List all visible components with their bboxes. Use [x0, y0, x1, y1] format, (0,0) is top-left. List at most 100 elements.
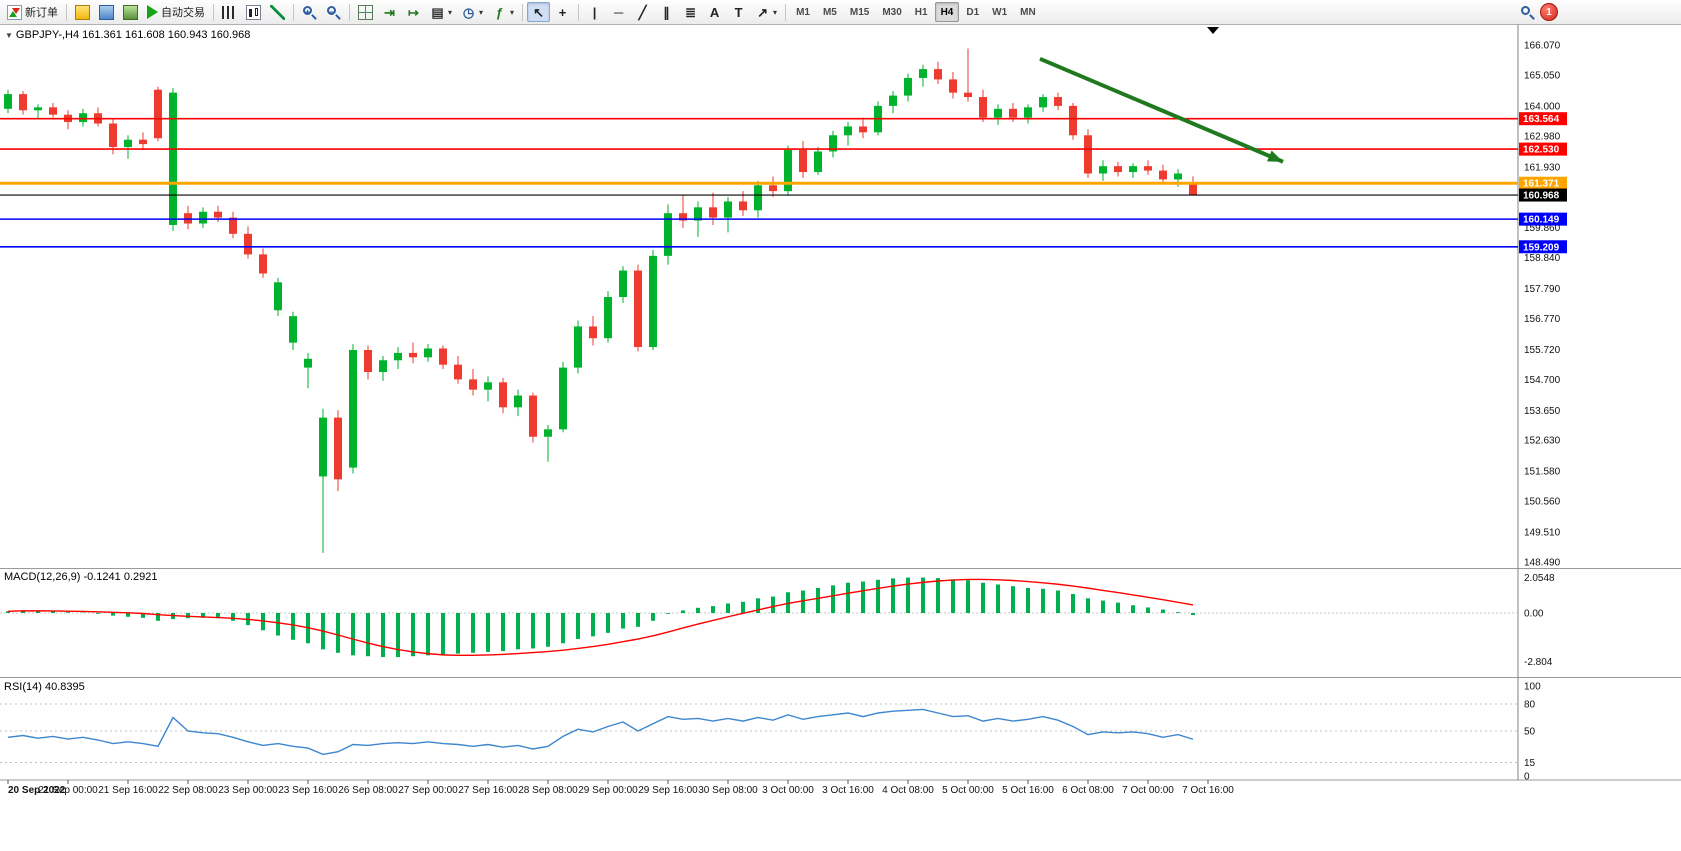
- price-tag: [1519, 240, 1567, 254]
- candle-down: [1114, 166, 1122, 173]
- arrows-icon: ↗: [757, 4, 768, 20]
- market-watch-button[interactable]: [71, 2, 94, 22]
- price-tag: [1519, 142, 1567, 156]
- svg-text:152.630: 152.630: [1524, 436, 1561, 447]
- svg-text:162.530: 162.530: [1523, 145, 1560, 156]
- arrows-button[interactable]: ↗ ▾: [751, 2, 781, 22]
- candle-up: [319, 417, 327, 477]
- svg-text:2.0548: 2.0548: [1524, 573, 1555, 584]
- timeframe-w1[interactable]: W1: [986, 2, 1013, 22]
- one-click-expander-icon[interactable]: ▼: [5, 31, 13, 40]
- trend-arrow-annotation[interactable]: [1039, 56, 1284, 164]
- candle-up: [649, 255, 657, 348]
- candle-down: [1144, 166, 1152, 171]
- candle-up: [484, 382, 492, 390]
- timeframe-h4[interactable]: H4: [934, 2, 960, 22]
- chart-shift-marker: [1207, 27, 1219, 34]
- timeframe-m15[interactable]: M15: [844, 2, 875, 22]
- candle-down: [529, 395, 537, 437]
- timeframe-h1[interactable]: H1: [909, 2, 934, 22]
- timeframe-m30[interactable]: M30: [876, 2, 907, 22]
- bar-chart-button[interactable]: [218, 2, 241, 22]
- tile-windows-icon: [358, 4, 373, 20]
- candle-down: [949, 79, 957, 93]
- data-window-button[interactable]: [95, 2, 118, 22]
- zoom-in-button[interactable]: [298, 2, 321, 22]
- candles-layer: [4, 48, 1197, 553]
- profiles-button[interactable]: ◷ ▾: [457, 2, 487, 22]
- candle-down: [589, 326, 597, 339]
- svg-text:153.650: 153.650: [1524, 406, 1561, 417]
- candle-down: [769, 185, 777, 192]
- svg-text:26 Sep 08:00: 26 Sep 08:00: [338, 785, 398, 796]
- svg-text:159.209: 159.209: [1523, 242, 1560, 253]
- svg-text:158.840: 158.840: [1524, 253, 1561, 264]
- candle-up: [424, 348, 432, 358]
- trendline-button[interactable]: ╱: [631, 2, 654, 22]
- text-label-button[interactable]: T: [727, 2, 750, 22]
- candle-up: [724, 201, 732, 218]
- cursor-button[interactable]: ↖: [527, 2, 551, 22]
- svg-text:30 Sep 08:00: 30 Sep 08:00: [698, 785, 758, 796]
- indicators-button[interactable]: ƒ ▾: [488, 2, 518, 22]
- candle-up: [1039, 97, 1047, 108]
- line-chart-button[interactable]: [266, 2, 289, 22]
- zoom-out-button[interactable]: [322, 2, 345, 22]
- timeframe-m1[interactable]: M1: [790, 2, 816, 22]
- text-button[interactable]: A: [703, 2, 726, 22]
- candle-up: [4, 94, 12, 109]
- timeframe-d1[interactable]: D1: [960, 2, 985, 22]
- chart-info: ▼ GBPJPY-,H4 161.361 161.608 160.943 160.…: [5, 29, 250, 41]
- vertical-line-button[interactable]: |: [583, 2, 606, 22]
- svg-text:20 Sep 2022: 20 Sep 2022: [8, 785, 66, 796]
- svg-text:-2.804: -2.804: [1524, 657, 1553, 668]
- svg-text:161.371: 161.371: [1523, 179, 1560, 190]
- auto-trading-button[interactable]: 自动交易: [143, 2, 209, 22]
- auto-scroll-button[interactable]: ⇥: [378, 2, 401, 22]
- svg-text:5 Oct 00:00: 5 Oct 00:00: [942, 785, 994, 796]
- caret-down-icon: ▾: [773, 7, 778, 17]
- caret-down-icon: ▾: [510, 7, 515, 17]
- candle-up: [34, 107, 42, 111]
- toolbar-separator: [213, 3, 214, 21]
- new-chart-button[interactable]: ▤ ▾: [426, 2, 456, 22]
- tile-windows-button[interactable]: [354, 2, 377, 22]
- svg-text:7 Oct 16:00: 7 Oct 16:00: [1182, 785, 1234, 796]
- crosshair-button[interactable]: +: [551, 2, 574, 22]
- data-window-icon: [99, 4, 114, 20]
- fibonacci-icon: ≣: [685, 4, 696, 20]
- svg-text:100: 100: [1524, 682, 1541, 693]
- line-chart-icon: [270, 4, 285, 20]
- candle-down: [244, 233, 252, 255]
- new-order-button-label: 新订单: [25, 7, 58, 19]
- candle-up: [379, 360, 387, 373]
- candle-up: [289, 316, 297, 343]
- price-lines-layer[interactable]: [0, 117, 1518, 248]
- horizontal-line-button[interactable]: ─: [607, 2, 630, 22]
- svg-text:6 Oct 08:00: 6 Oct 08:00: [1062, 785, 1114, 796]
- toolbar-separator: [785, 3, 787, 21]
- candle-up: [304, 358, 312, 368]
- macd-indicator-label: MACD(12,26,9) -0.1241 0.2921: [4, 571, 158, 583]
- candle-down: [334, 417, 342, 480]
- notification-badge[interactable]: 1: [1540, 3, 1558, 21]
- navigator-button[interactable]: [119, 2, 142, 22]
- new-order-button[interactable]: 新订单: [3, 2, 62, 22]
- candle-up: [844, 126, 852, 136]
- fibonacci-button[interactable]: ≣: [679, 2, 702, 22]
- toolbar-separator: [578, 3, 580, 21]
- svg-text:160.149: 160.149: [1523, 215, 1560, 226]
- search-button[interactable]: [1516, 2, 1539, 22]
- channel-button[interactable]: ∥: [655, 2, 678, 22]
- timeframe-m5[interactable]: M5: [817, 2, 843, 22]
- candle-down: [1054, 97, 1062, 106]
- timeframe-mn[interactable]: MN: [1014, 2, 1042, 22]
- candlestick-chart-button[interactable]: [242, 2, 265, 22]
- candle-down: [154, 89, 162, 139]
- candle-up: [199, 211, 207, 224]
- auto-scroll-icon: ⇥: [384, 4, 395, 20]
- chart-shift-button[interactable]: ↦: [402, 2, 425, 22]
- zoom-in-icon: [302, 5, 317, 20]
